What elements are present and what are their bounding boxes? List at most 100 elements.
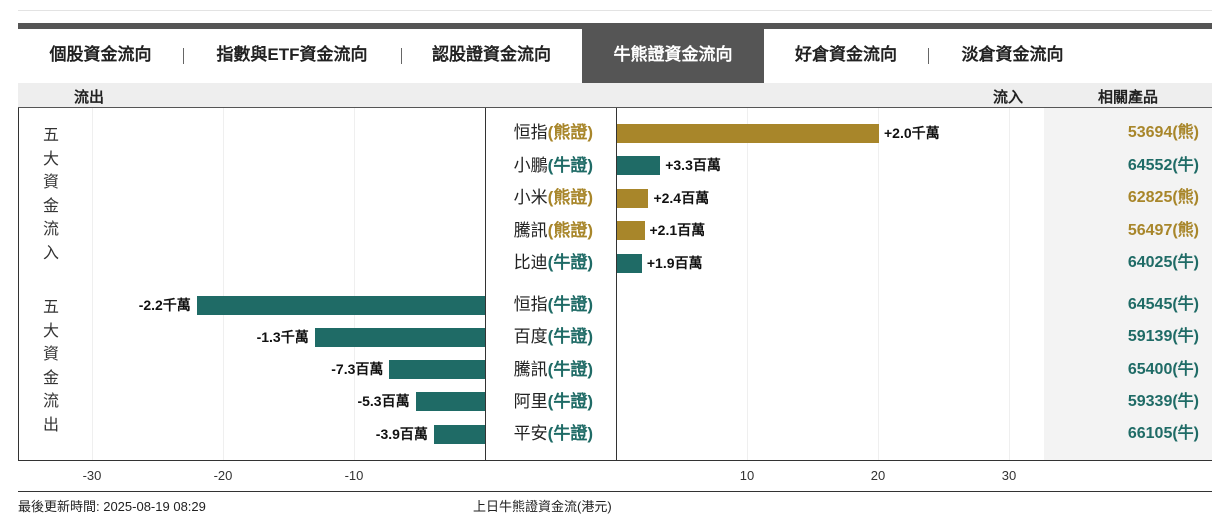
underlying-name: 小米(熊證) [486,188,593,208]
stock-name: 騰訊 [513,359,548,379]
data-label: -5.3百萬 [357,393,410,410]
group-char: 資 [42,174,59,191]
stock-name: 小米 [513,188,548,208]
bar[interactable] [617,188,649,208]
x-tick-label: -20 [213,468,233,483]
underlying-name: 騰訊(牛證) [486,360,593,380]
group-char: 入 [42,244,59,262]
underlying-name: 小鵬(牛證) [486,156,593,176]
related-product-link[interactable]: 64025(牛) [1127,254,1199,272]
paren-open: ( [547,123,554,142]
warrant-type: 牛證 [553,253,588,273]
data-label: +2.1百萬 [649,222,706,239]
paren-open: ( [547,155,554,175]
chart-caption: 上日牛熊證資金流(港元) [473,499,612,514]
paren-close: ) [587,359,593,379]
data-label: -2.2千萬 [138,296,191,313]
related-product-link[interactable]: 59339(牛) [1127,392,1199,410]
gridline [747,108,748,460]
gridline [92,108,93,460]
group-char: 五 [42,127,59,144]
tab-separator [928,48,929,64]
warrant-type: 牛證 [553,295,588,314]
paren-close: ) [587,123,593,142]
outflow-group-label: 五大資金流出 [41,296,61,437]
underlying-name: 平安(牛證) [486,424,593,444]
stock-name: 恒指 [513,295,548,314]
tab-2[interactable]: 指數與ETF資金流向 [216,45,368,64]
group-char: 金 [42,369,59,387]
underlying-name: 阿里(牛證) [486,392,593,412]
bar[interactable] [617,221,645,241]
bar[interactable] [389,360,485,380]
paren-open: ( [547,327,554,347]
paren-close: ) [587,424,593,444]
underlying-name: 比迪(牛證) [486,253,593,273]
tab-3[interactable]: 認股證資金流向 [432,45,551,64]
group-char: 大 [42,322,59,340]
paren-close: ) [587,188,593,208]
warrant-type: 牛證 [553,359,588,379]
group-char: 流 [42,393,59,410]
data-label: +2.0千萬 [884,124,940,141]
inflow-group-label: 五大資金流入 [41,124,61,265]
related-product-link[interactable]: 66105(牛) [1127,425,1199,443]
paren-close: ) [587,220,593,240]
inflow-zero-line [616,108,617,460]
stock-name: 平安 [513,424,548,444]
group-char: 五 [42,299,59,316]
paren-close: ) [587,155,593,175]
related-product-link[interactable]: 59139(牛) [1127,328,1199,346]
bar[interactable] [617,123,879,143]
data-label: -3.9百萬 [375,425,428,442]
left-frame [18,108,19,460]
outflow-zero-line [485,108,486,460]
data-label: +2.4百萬 [653,189,710,206]
warrant-type: 牛證 [553,327,588,347]
x-tick-label: -10 [344,468,364,483]
paren-open: ( [547,424,554,444]
bar[interactable] [196,295,485,315]
stock-name: 小鵬 [513,155,548,175]
related-product-link[interactable]: 62825(熊) [1127,189,1199,207]
paren-close: ) [587,327,593,347]
tab-separator [401,48,402,64]
bar[interactable] [433,424,485,444]
data-label: +1.9百萬 [646,254,703,271]
group-char: 金 [42,197,59,215]
paren-close: ) [587,295,593,314]
underlying-name: 恒指(牛證) [486,295,593,315]
products-header: 相關產品 [1098,89,1159,106]
paren-open: ( [547,359,554,379]
related-product-link[interactable]: 65400(牛) [1127,360,1199,378]
stock-name: 騰訊 [513,220,548,240]
tab-6[interactable]: 淡倉資金流向 [961,45,1064,64]
bar[interactable] [617,253,642,273]
related-product-link[interactable]: 64545(牛) [1127,296,1199,313]
underlying-name: 百度(牛證) [486,327,593,347]
stock-name: 百度 [513,327,548,347]
bar[interactable] [314,327,485,347]
group-char: 流 [42,221,59,238]
gridline [223,108,224,460]
warrant-type: 熊證 [553,220,588,240]
top-divider [18,10,1212,11]
paren-open: ( [547,253,554,273]
bar[interactable] [617,156,661,176]
x-tick-label: 30 [1001,468,1017,483]
last-updated: 最後更新時間: 2025-08-19 08:29 [18,499,206,514]
related-product-link[interactable]: 56497(熊) [1127,221,1199,239]
tab-5[interactable]: 好倉資金流向 [795,45,897,64]
products-column [1044,108,1212,460]
tab-4[interactable]: 牛熊證資金流向 [582,29,764,83]
paren-open: ( [547,220,554,240]
related-product-link[interactable]: 53694(熊) [1127,124,1199,141]
tab-1[interactable]: 個股資金流向 [49,45,152,64]
paren-close: ) [587,391,593,411]
tab-bar: 個股資金流向 指數與ETF資金流向 認股證資金流向 牛熊證資金流向 好倉資金流向 淡倉資金… [18,29,1212,83]
related-product-link[interactable]: 64552(牛) [1127,156,1199,174]
underlying-name: 恒指(熊證) [486,123,593,143]
gridline [878,108,879,460]
bar[interactable] [415,392,485,412]
x-tick-label: 10 [739,468,755,483]
